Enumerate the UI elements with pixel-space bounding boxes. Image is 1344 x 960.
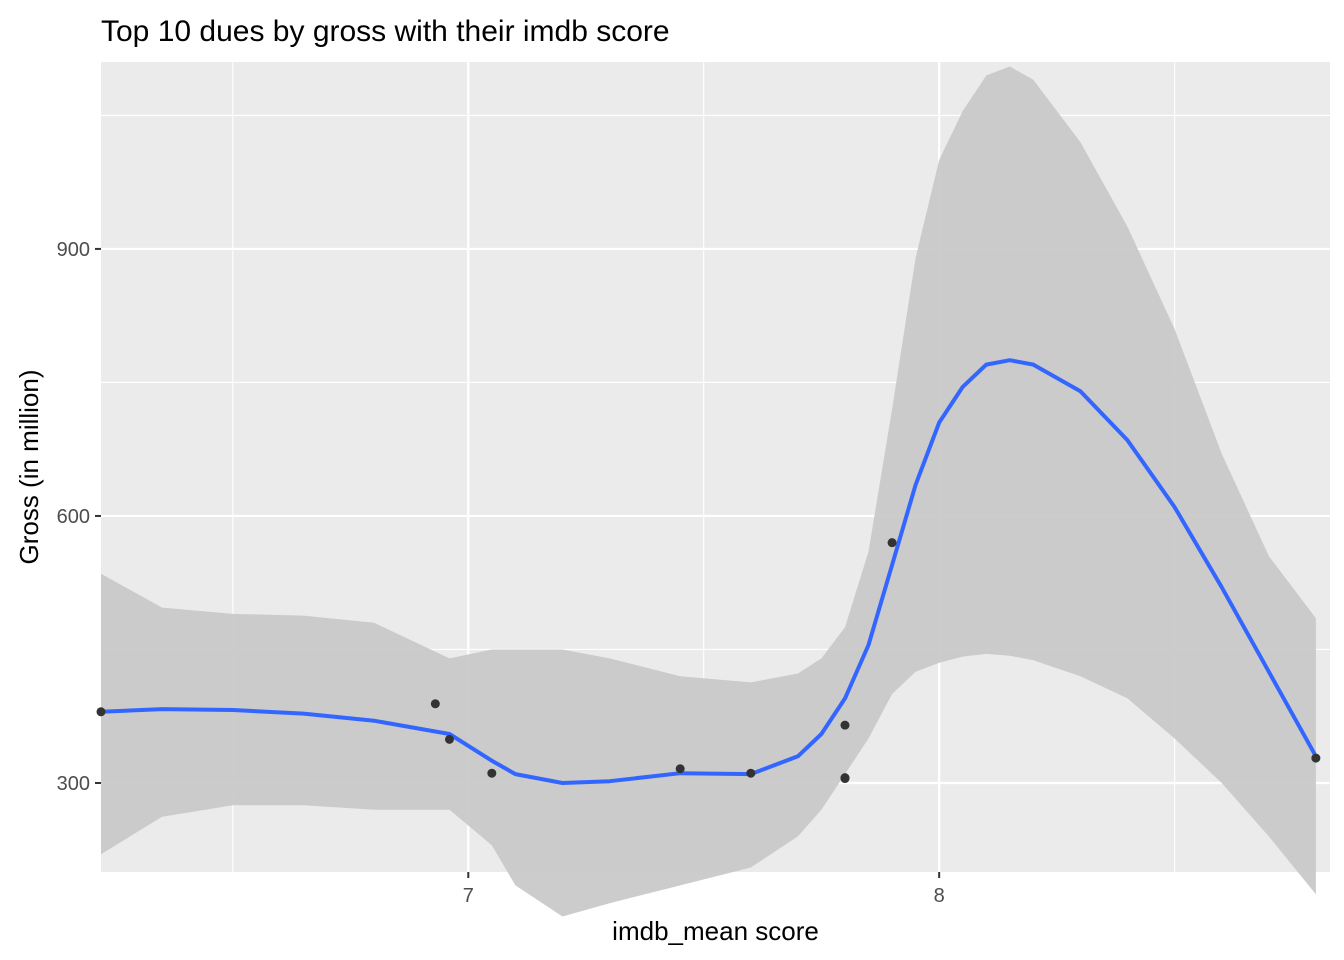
y-tick-label-0: 300 [57,773,90,795]
data-point-0 [96,707,106,717]
x-tick-label-0: 7 [463,885,474,907]
data-point-5 [746,768,756,778]
y-axis: 300 600 900 [57,239,101,795]
chart-title: Top 10 dues by gross with their imdb sco… [101,15,670,48]
x-axis-label: imdb_mean score [612,916,819,946]
data-point-1 [430,699,440,709]
y-tick-label-2: 900 [57,239,90,261]
smooth-line [99,358,1318,785]
data-point-10 [1311,753,1321,763]
data-point-3 [487,768,497,778]
data-point-4 [675,764,685,774]
data-point-6 [840,720,850,730]
data-point-2 [444,734,454,744]
data-point-9 [887,538,897,548]
y-tick-label-1: 600 [57,506,90,528]
data-point-8 [840,773,850,783]
data-points [96,538,1321,784]
y-axis-label: Gross (in million) [14,369,44,564]
x-tick-label-1: 8 [934,885,945,907]
confidence-ribbon [101,66,1316,917]
